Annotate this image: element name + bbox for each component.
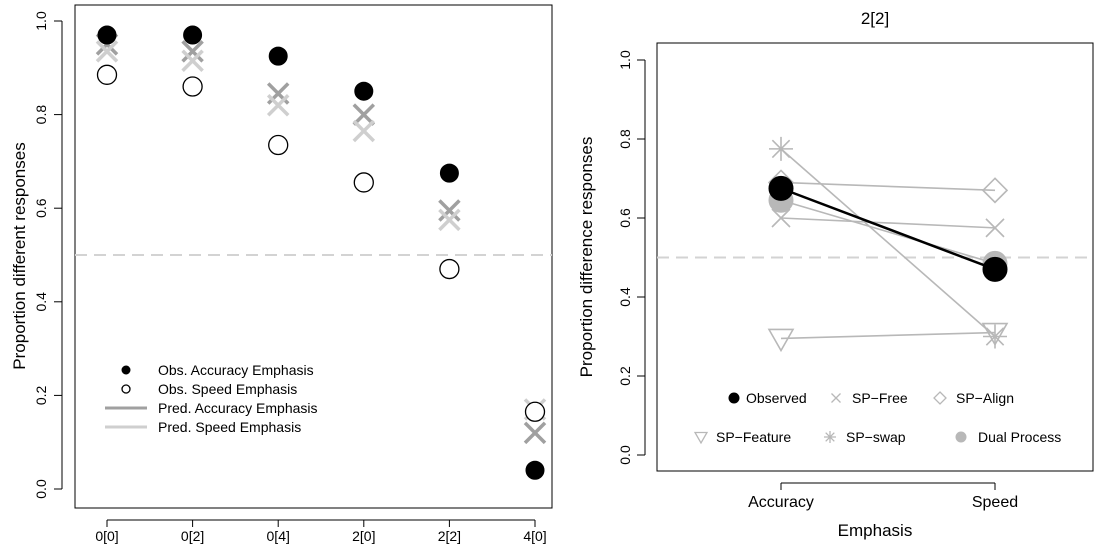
y-tick-label: 0.2 [33,385,49,405]
data-point [183,25,203,45]
data-point [982,256,1008,282]
x-tick-label: 0[0] [95,528,118,544]
right-y-axis-label: Proportion difference responses [577,137,596,378]
series-line [780,217,996,229]
right-y-axis: 0.0 0.2 0.4 0.6 0.8 1.0 [617,50,646,465]
data-point [767,328,795,353]
x-tick-label: 4[0] [523,528,546,544]
y-tick-label: 0.0 [617,445,633,465]
left-legend: Obs. Accuracy Emphasis Obs. Speed Emphasi… [105,362,318,435]
data-point [771,208,791,228]
data-point [523,421,547,445]
legend-marker [121,365,131,375]
y-tick-label: 0.8 [33,105,49,125]
y-tick-label: 0.4 [33,292,49,312]
data-point [768,175,794,201]
y-tick-label: 0.8 [617,129,633,149]
data-point [983,324,1007,349]
legend-marker [693,431,709,445]
y-tick-label: 1.0 [33,11,49,31]
legend-label: Observed [746,390,807,406]
right-x-axis-label: Emphasis [838,521,913,540]
x-tick-label: 2[2] [438,528,461,544]
data-point [353,172,374,193]
legend-label: Obs. Accuracy Emphasis [158,362,314,378]
data-point [769,136,793,161]
data-point [438,208,461,232]
series-line [780,148,996,338]
left-chart-panel: 0.0 0.2 0.4 0.6 0.8 1.0 0[0] 0[2] 0[4] 2[0] 2[2] 4… [10,4,553,544]
data-point [268,46,288,66]
data-point [181,49,204,73]
legend-label: SP−Align [956,390,1014,406]
left-y-axis-label: Proportion different responses [10,142,29,369]
legend-label: Pred. Speed Emphasis [158,419,301,435]
legend-label: SP−swap [846,429,906,445]
right-legend: Observed SP−Free SP−Align SP−Feature SP−swap… [693,390,1061,445]
x-tick-label: Accuracy [748,494,814,511]
data-point [354,81,374,101]
series-line [780,187,996,271]
series-line [780,181,996,192]
data-point [352,103,376,126]
data-point [268,134,289,156]
left-data-marks [95,25,547,480]
y-tick-label: 0.2 [617,366,633,386]
data-point [182,76,203,97]
legend-marker [121,384,131,394]
legend-marker [933,391,947,405]
legend-marker [831,393,841,403]
data-point [439,258,460,280]
x-tick-label: Speed [972,494,1018,511]
data-point [438,199,461,222]
x-tick-label: 2[0] [352,528,375,544]
x-tick-label: 0[2] [181,528,204,544]
legend-label: Obs. Speed Emphasis [158,381,297,397]
data-point [266,94,290,117]
data-point [97,25,117,45]
legend-marker [728,392,740,404]
data-point [439,163,459,183]
data-point [981,322,1009,347]
series-line [780,331,996,340]
series-line [780,199,996,265]
legend-marker [955,431,967,443]
legend-label: SP−Free [852,390,908,406]
left-y-axis: 0.0 0.2 0.4 0.6 0.8 1.0 [33,11,63,499]
data-point [96,64,118,85]
legend-label: SP−Feature [716,429,791,445]
right-x-axis: Accuracy Speed [748,482,1018,511]
legend-marker [824,431,836,443]
y-tick-label: 0.6 [33,198,49,218]
y-tick-label: 0.6 [617,208,633,228]
data-point [95,40,119,63]
legend-label: Pred. Accuracy Emphasis [158,400,318,416]
data-point [981,177,1009,204]
y-tick-label: 0.0 [33,479,49,499]
y-tick-label: 1.0 [617,50,633,70]
data-point [352,119,376,143]
right-chart-title: 2[2] [861,9,889,28]
data-point [985,218,1005,238]
left-plot-frame [74,4,553,509]
data-point [525,460,545,480]
left-x-axis: 0[0] 0[2] 0[4] 2[0] 2[2] 4[0] [95,519,547,544]
data-point [181,40,204,63]
y-tick-label: 0.4 [617,287,633,307]
legend-label: Dual Process [978,429,1061,445]
right-data-marks [767,136,1009,353]
x-tick-label: 0[4] [267,528,290,544]
data-point [524,401,546,422]
right-chart-panel: 2[2] 0.0 0.2 0.4 0.6 0.8 1.0 Accuracy Speed Pr… [577,9,1094,540]
